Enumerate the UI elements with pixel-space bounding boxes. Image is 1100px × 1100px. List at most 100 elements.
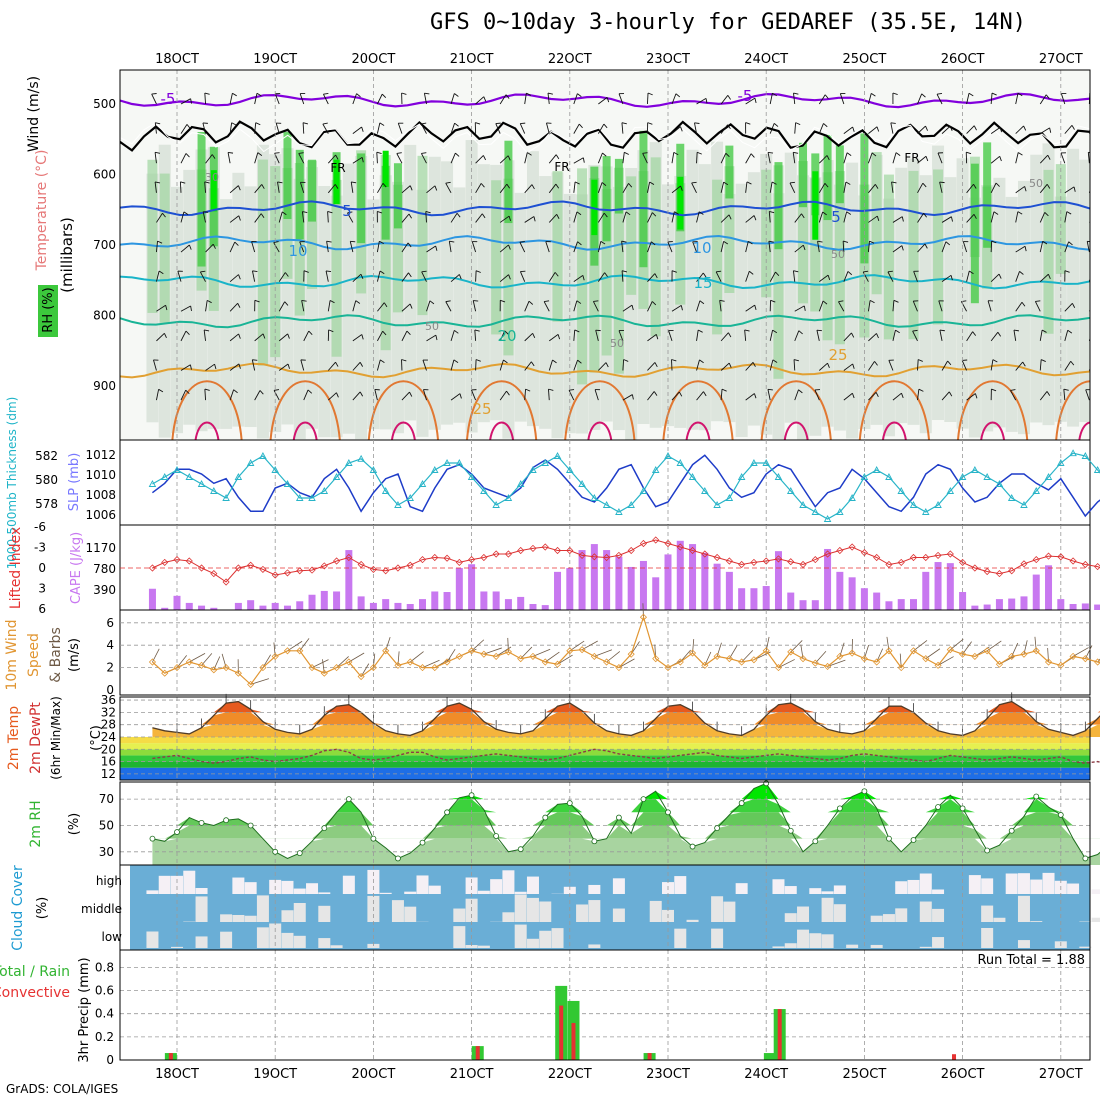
wind-barb-flag bbox=[1070, 360, 1075, 366]
thickness-marker bbox=[651, 466, 660, 473]
wind-barb bbox=[524, 93, 527, 105]
wind-barb bbox=[180, 244, 190, 253]
cloud-bar bbox=[993, 917, 1006, 922]
wind-barb-flag bbox=[699, 300, 705, 305]
wind-barb-flag bbox=[1096, 302, 1099, 306]
rh-marker bbox=[591, 838, 598, 845]
wind-barb bbox=[1064, 186, 1075, 194]
rh-shade-30 bbox=[526, 151, 539, 427]
isotherm-hot bbox=[882, 421, 907, 440]
rh-shade-30 bbox=[735, 183, 748, 438]
wind-barb-flag bbox=[435, 245, 438, 251]
wind-barb-flag bbox=[406, 330, 411, 335]
wind-barb-flag bbox=[1092, 330, 1096, 333]
cloud-bar bbox=[846, 944, 859, 948]
lifted-index-marker bbox=[529, 544, 537, 552]
wind-barb bbox=[499, 390, 507, 401]
isotherm-warm bbox=[760, 380, 832, 440]
wind-barb bbox=[843, 211, 848, 223]
isotherm-warm bbox=[466, 380, 538, 440]
rh-shade-50 bbox=[208, 188, 219, 311]
rh-shade-70 bbox=[983, 142, 992, 248]
wind-barb bbox=[548, 214, 558, 223]
wind-barb bbox=[151, 93, 157, 105]
thickness-marker bbox=[958, 473, 967, 480]
rh-shade-30 bbox=[453, 187, 466, 423]
rh-marker bbox=[1033, 793, 1040, 800]
wind-barb bbox=[618, 658, 635, 668]
wind-barb bbox=[618, 330, 624, 342]
wind-speed-marker bbox=[369, 664, 377, 672]
wind-barb-flag bbox=[793, 359, 799, 362]
cloud-bar bbox=[391, 900, 404, 922]
wind-barb bbox=[598, 97, 608, 105]
cloud-bar bbox=[1067, 883, 1080, 894]
cape-bar bbox=[922, 571, 930, 610]
bottom-time-label: 23OCT bbox=[646, 1067, 690, 1082]
rh-shade-50 bbox=[147, 159, 158, 313]
rh-shade-30 bbox=[747, 172, 760, 426]
wind-barb-flag bbox=[287, 363, 290, 369]
wind-barb bbox=[1015, 93, 1019, 105]
temp-axis-label-1: 2m Temp bbox=[6, 706, 22, 770]
isotherm-warm bbox=[858, 380, 930, 440]
wind-speed-marker bbox=[873, 658, 881, 666]
wind-barb bbox=[445, 301, 452, 312]
wind-barb-flag bbox=[767, 151, 774, 154]
cape-bar bbox=[689, 544, 697, 610]
wind-barb bbox=[1086, 241, 1090, 253]
wind-barb bbox=[352, 391, 361, 401]
wind-barb-flag bbox=[327, 211, 333, 214]
lifted-index-marker bbox=[357, 560, 365, 569]
wind-barb-flag bbox=[1049, 127, 1052, 133]
temperature-side-label: Temperature (°C) bbox=[34, 150, 50, 272]
lifted-index-marker bbox=[345, 553, 353, 562]
rh-marker bbox=[812, 838, 819, 845]
wind-barb-flag bbox=[377, 211, 383, 214]
slp-axis-label: SLP (mb) bbox=[67, 453, 82, 512]
wind-barb-flag bbox=[151, 93, 157, 95]
wind-barb bbox=[483, 647, 502, 655]
wind-barb-flag bbox=[252, 270, 258, 272]
wind-barb-flag bbox=[999, 127, 1002, 133]
wind-barb-flag bbox=[401, 92, 407, 95]
wind-barb bbox=[229, 122, 233, 134]
wind-barb-flag bbox=[593, 300, 599, 302]
wind-barb bbox=[939, 182, 943, 193]
rh-marker bbox=[517, 846, 524, 853]
cape-bar bbox=[639, 560, 647, 610]
wind-barb-flag bbox=[1024, 246, 1027, 252]
cloud-bar bbox=[1017, 873, 1030, 894]
cape-bar bbox=[308, 594, 316, 610]
wind-barb bbox=[376, 152, 378, 164]
thickness-frame bbox=[119, 439, 1091, 526]
cloud-bar bbox=[919, 946, 932, 948]
rh-contour-label: 50 bbox=[425, 320, 439, 333]
thickness-marker bbox=[676, 459, 685, 466]
wind-speed-marker bbox=[468, 647, 476, 655]
wind-barb bbox=[598, 362, 607, 371]
wind-barb bbox=[524, 332, 533, 342]
wind-barb bbox=[352, 273, 362, 282]
lifted-index-marker bbox=[1044, 552, 1053, 560]
wind-barb bbox=[274, 93, 280, 105]
wind-barb bbox=[448, 241, 452, 253]
wind-barb bbox=[229, 93, 233, 105]
thickness-marker bbox=[922, 508, 930, 515]
wind-barb-flag bbox=[675, 93, 681, 98]
precip-axis-label: 3hr Precip (mm) bbox=[77, 957, 92, 1062]
wind-barb bbox=[1040, 127, 1050, 134]
wind-barb bbox=[868, 333, 877, 342]
wind-barb bbox=[745, 271, 750, 282]
wind-barb-flag bbox=[631, 305, 634, 311]
slp-line bbox=[151, 454, 1100, 518]
wind-barb-flag bbox=[968, 92, 974, 97]
wind-barb-flag bbox=[355, 300, 361, 304]
wind-barb-flag bbox=[925, 125, 928, 131]
wind-barb bbox=[1039, 273, 1049, 282]
wind-barb bbox=[1087, 152, 1090, 164]
cloud-tick-label: low bbox=[102, 930, 123, 944]
temp-line bbox=[152, 700, 1100, 737]
wind-barb bbox=[499, 330, 506, 342]
isotherm-line bbox=[120, 314, 1090, 329]
